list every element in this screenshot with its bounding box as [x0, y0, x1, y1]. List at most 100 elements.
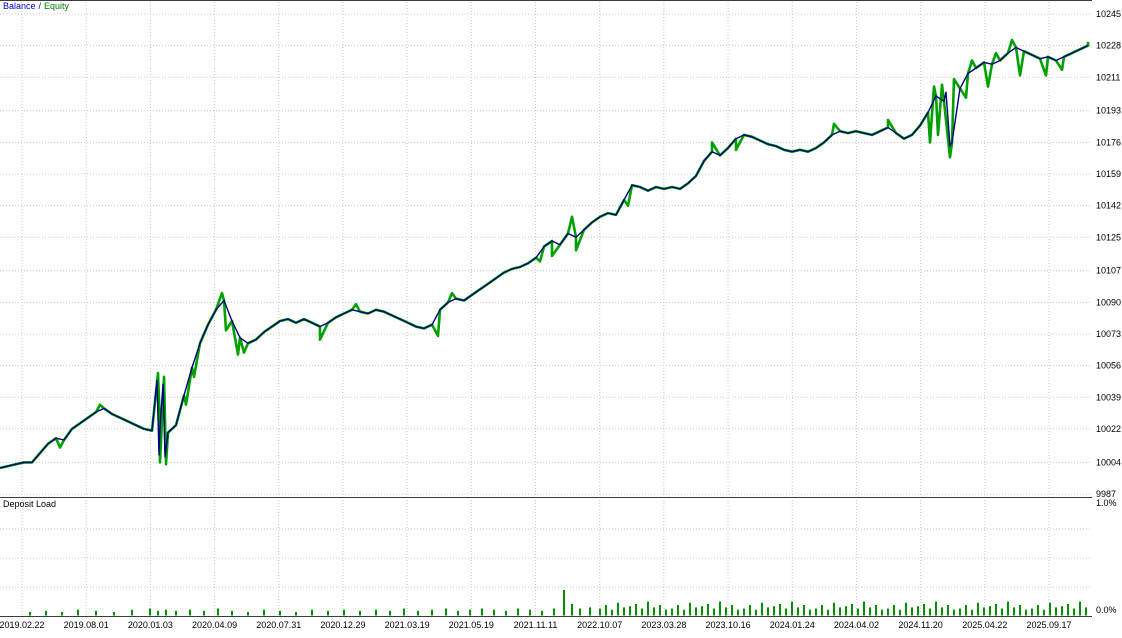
- deposit-load-bar: [1013, 607, 1015, 616]
- deposit-load-bar: [683, 609, 685, 616]
- x-axis-label: 2024.01.24: [770, 620, 815, 630]
- deposit-load-bar: [995, 603, 997, 616]
- deposit-load-bar: [505, 610, 507, 616]
- deposit-load-bar: [263, 609, 265, 616]
- deposit-load-bar: [833, 602, 835, 616]
- deposit-load-bar: [553, 608, 555, 616]
- x-axis-label: 2021.11.11: [514, 620, 558, 630]
- deposit-load-bar: [45, 610, 47, 616]
- deposit-load-bar: [869, 607, 871, 616]
- deposit-load-bar: [445, 608, 447, 616]
- deposit-load-bar: [165, 609, 167, 616]
- x-axis-label: 2023.10.16: [706, 620, 751, 630]
- deposit-load-bar: [815, 608, 817, 616]
- deposit-load-bar: [131, 609, 133, 616]
- deposit-load-bar: [893, 605, 895, 616]
- y-axis-label: 10039: [1096, 392, 1121, 402]
- deposit-load-bar: [713, 608, 715, 616]
- deposit-load-bar: [779, 603, 781, 616]
- x-axis-label: 2020.04.09: [192, 620, 237, 630]
- deposit-load-bar: [1073, 608, 1075, 616]
- deposit-load-bar: [1085, 607, 1087, 616]
- x-axis-label: 2020.12.29: [320, 620, 365, 630]
- deposit-load-bar: [821, 605, 823, 616]
- x-axis-label: 2019.02.22: [0, 620, 45, 630]
- deposit-load-bar: [887, 608, 889, 616]
- deposit-load-bar: [725, 607, 727, 616]
- y-axis-label: 10090: [1096, 297, 1121, 307]
- y-axis-label: 10159: [1096, 169, 1121, 179]
- deposit-load-bar: [1019, 605, 1021, 616]
- deposit-load-bar: [113, 612, 115, 616]
- deposit-load-bar: [731, 605, 733, 616]
- y-axis-label: 9987: [1096, 489, 1116, 499]
- deposit-load-bar: [517, 608, 519, 616]
- deposit-load-bar: [629, 606, 631, 616]
- deposit-load-bar: [863, 601, 865, 616]
- deposit-load-bar: [605, 605, 607, 616]
- deposit-load-bar: [1007, 601, 1009, 616]
- deposit-load-bar: [217, 608, 219, 616]
- deposit-load-bar: [749, 605, 751, 616]
- x-axis-label: 2025.04.22: [962, 620, 1007, 630]
- deposit-load-bar: [809, 609, 811, 616]
- deposit-load-bar: [677, 605, 679, 616]
- deposit-load-bar: [579, 608, 581, 616]
- deposit-load-bar: [1079, 601, 1081, 616]
- y-axis-label: 10228: [1096, 41, 1121, 51]
- deposit-load-bar: [665, 609, 667, 616]
- deposit-load-bar: [493, 609, 495, 616]
- deposit-load-bar: [1049, 602, 1051, 616]
- deposit-load-bar: [635, 603, 637, 616]
- deposit-load-bar: [797, 607, 799, 616]
- deposit-load-bar: [671, 608, 673, 616]
- x-axis-label: 2021.03.19: [385, 620, 430, 630]
- deposit-load-bar: [389, 610, 391, 616]
- deposit-load-bar: [1001, 608, 1003, 616]
- deposit-load-bar: [481, 608, 483, 616]
- deposit-load-bar: [827, 609, 829, 616]
- deposit-load-bar: [839, 607, 841, 616]
- deposit-load-bar: [1043, 609, 1045, 616]
- y-axis-label: 10211: [1096, 72, 1120, 82]
- deposit-load-bar: [923, 603, 925, 616]
- deposit-load-bar: [971, 609, 973, 616]
- y-axis-label: 10125: [1096, 232, 1121, 242]
- deposit-load-bar: [231, 610, 233, 616]
- deposit-load-bar: [947, 605, 949, 616]
- deposit-load-bar: [701, 606, 703, 616]
- deposit-load-bar: [589, 607, 591, 616]
- deposit-load-bar: [77, 609, 79, 616]
- deposit-load-bar: [1025, 609, 1027, 616]
- deposit-load-bar: [857, 608, 859, 616]
- deposit-load-bar: [743, 608, 745, 616]
- deposit-load-bar: [851, 603, 853, 616]
- x-axis-label: 2019.08.01: [64, 620, 109, 630]
- deposit-load-bar: [935, 601, 937, 616]
- x-axis-label: 2024.11.20: [898, 620, 942, 630]
- deposit-load-bar: [917, 606, 919, 616]
- deposit-load-bar: [431, 609, 433, 616]
- y-axis-label: 10176: [1096, 137, 1121, 147]
- deposit-load-bar: [977, 602, 979, 616]
- deposit-load-bar: [29, 612, 31, 616]
- deposit-load-bar: [989, 606, 991, 616]
- deposit-load-bar: [941, 607, 943, 616]
- deposit-load-bar: [95, 610, 97, 616]
- deposit-load-bar: [623, 607, 625, 616]
- y-axis-label: 10245: [1096, 9, 1121, 19]
- deposit-load-bar: [203, 610, 205, 616]
- deposit-load-bar: [311, 609, 313, 616]
- deposit-load-bar: [247, 612, 249, 616]
- deposit-load-bar: [905, 602, 907, 616]
- deposit-load-bar: [845, 606, 847, 616]
- deposit-load-bar: [773, 606, 775, 616]
- deposit-load-bar: [1031, 608, 1033, 616]
- deposit-load-bar: [1061, 606, 1063, 616]
- deposit-load-bar: [791, 601, 793, 616]
- y-axis-label: 10004: [1096, 457, 1121, 467]
- y-axis-label: 10142: [1096, 201, 1121, 211]
- x-axis-label: 2020.01.03: [128, 620, 173, 630]
- deposit-load-bar: [689, 602, 691, 616]
